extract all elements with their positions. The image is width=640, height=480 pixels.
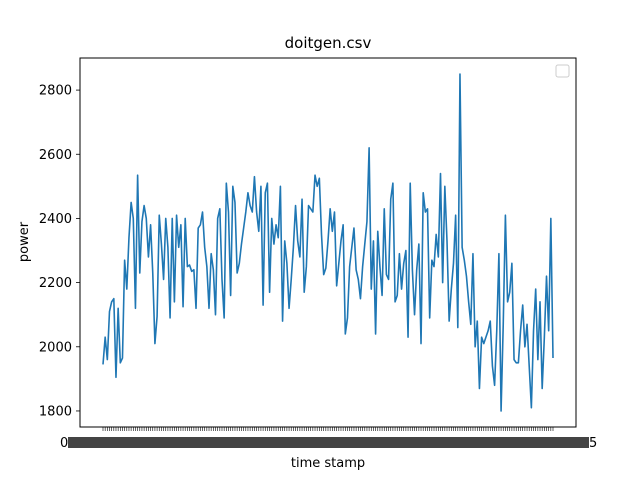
x-tick-label-band bbox=[68, 437, 589, 448]
y-tick-label: 2000 bbox=[39, 340, 72, 355]
x-tick-label-first: 0 bbox=[60, 436, 68, 451]
y-tick-label: 2800 bbox=[39, 84, 72, 99]
y-tick-label: 2200 bbox=[39, 276, 72, 291]
legend-box bbox=[555, 64, 570, 78]
y-tick-label: 1800 bbox=[39, 404, 72, 419]
y-tick-label: 2600 bbox=[39, 148, 72, 163]
series-layer bbox=[102, 73, 554, 412]
y-axis-label: power bbox=[17, 221, 32, 262]
chart-title: doitgen.csv bbox=[285, 34, 372, 52]
x-axis-label: time stamp bbox=[291, 456, 365, 471]
series-line bbox=[102, 73, 554, 412]
x-tick-label-last: 5 bbox=[589, 436, 597, 451]
y-axis: 1800 2000 2200 2400 2600 2800 bbox=[39, 84, 80, 419]
y-tick-label: 2400 bbox=[39, 212, 72, 227]
